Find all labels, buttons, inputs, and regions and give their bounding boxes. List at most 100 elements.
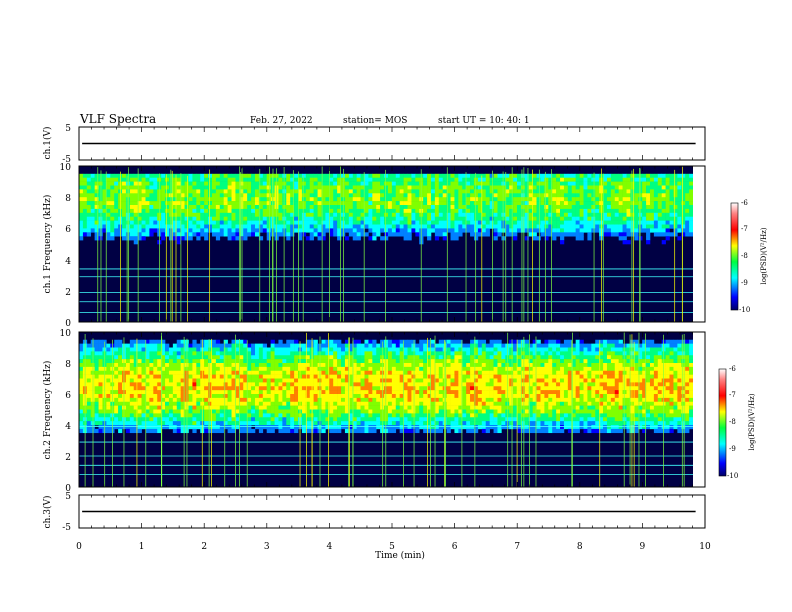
- spectrogram-cell: [622, 216, 627, 221]
- spectrogram-cell: [344, 370, 350, 375]
- spectrogram-cell: [137, 189, 142, 194]
- spectrogram-cell: [188, 228, 193, 233]
- spectrogram-cell: [149, 177, 154, 182]
- spectrogram-cell: [669, 201, 674, 206]
- spectrogram-cell: [419, 413, 424, 418]
- spectrogram-cell: [368, 405, 373, 410]
- spectrogram-cell: [125, 228, 131, 233]
- spectrogram-cell: [184, 181, 189, 186]
- spectrogram-cell: [188, 197, 193, 202]
- spectrogram-cell: [313, 224, 318, 229]
- spectrogram-cell: [86, 193, 92, 198]
- spectrogram-cell: [258, 405, 264, 410]
- spectrogram-cell: [430, 386, 436, 391]
- spectrogram-cell: [509, 216, 514, 221]
- spectrogram-cell: [176, 409, 181, 414]
- spectrogram-cell: [286, 181, 291, 186]
- spectrogram-cell: [223, 212, 228, 217]
- spectrogram-cell: [176, 397, 181, 403]
- spectrogram-cell: [86, 205, 92, 210]
- spectrogram-cell: [274, 386, 279, 391]
- spectrogram-cell: [626, 212, 631, 217]
- spectrogram-cell: [305, 347, 311, 352]
- spectrogram-cell: [610, 177, 616, 182]
- spectrogram-cell: [286, 413, 291, 418]
- spectrogram-cell: [176, 417, 181, 422]
- spectrogram-cell: [337, 363, 342, 368]
- spectrogram-cell: [165, 224, 170, 229]
- spectrogram-cell: [290, 370, 295, 375]
- spectrogram-cell: [125, 366, 131, 372]
- spectrogram-cell: [239, 386, 244, 391]
- spectrogram-cell: [411, 220, 416, 225]
- spectrogram-cell: [689, 212, 694, 217]
- spectrogram-cell: [677, 173, 682, 178]
- spectrogram-cell: [423, 417, 428, 422]
- spectrogram-cell: [630, 193, 635, 198]
- spectrogram-cell: [270, 386, 275, 391]
- spectrogram-cell: [251, 417, 256, 422]
- spectrogram-cell: [407, 382, 412, 387]
- spectrogram-cell: [137, 374, 142, 379]
- spectrogram-cell: [86, 232, 92, 237]
- spectrogram-cell: [168, 366, 174, 372]
- spectrogram-cell: [552, 185, 557, 190]
- spectrogram-cell: [603, 193, 608, 198]
- spectrogram-cell: [294, 177, 299, 182]
- spectrogram-cell: [634, 220, 639, 225]
- spectrogram-cell: [262, 205, 268, 210]
- spectrogram-cell: [364, 208, 369, 214]
- spectrogram-cell: [649, 220, 655, 225]
- spectrogram-cell: [251, 220, 256, 225]
- ch1-cb-tick-m8: -8: [741, 252, 748, 260]
- spectrogram-cell: [470, 212, 475, 217]
- spectrogram-cell: [520, 212, 526, 217]
- spectrogram-cell: [125, 220, 131, 225]
- spectrogram-cell: [473, 220, 479, 225]
- spectrogram-cell: [165, 208, 170, 214]
- spectrogram-cell: [423, 374, 428, 379]
- spectrogram-cell: [505, 189, 510, 194]
- spectrogram-cell: [430, 409, 436, 414]
- spectrogram-cell: [149, 397, 154, 403]
- spectrogram-cell: [548, 173, 553, 178]
- spectrogram-cell: [278, 347, 283, 352]
- spectrogram-cell: [161, 378, 166, 383]
- spectrogram-cell: [387, 232, 393, 237]
- spectrogram-cell: [685, 216, 690, 221]
- spectrogram-cell: [321, 363, 326, 368]
- spectrogram-cell: [497, 232, 502, 237]
- spectrogram-cell: [305, 220, 311, 225]
- spectrogram-cell: [79, 413, 84, 418]
- spectrogram-cell: [622, 240, 627, 245]
- spectrogram-cell: [387, 378, 393, 383]
- spectrogram-cell: [673, 232, 678, 237]
- spectrogram-cell: [333, 409, 338, 414]
- spectrogram-cell: [603, 189, 608, 194]
- spectrogram-cell: [137, 378, 142, 383]
- spectrogram-cell: [329, 181, 334, 186]
- spectrogram-cell: [603, 205, 608, 210]
- spectrogram-cell: [415, 370, 420, 375]
- spectrogram-cell: [430, 205, 436, 210]
- spectrogram-cell: [458, 359, 463, 364]
- spectrogram-cell: [129, 216, 135, 221]
- spectrogram-cell: [321, 390, 326, 395]
- spectrogram-cell: [153, 216, 158, 221]
- spectrogram-cell: [145, 193, 150, 198]
- spectrogram-cell: [341, 359, 346, 364]
- spectrogram-cell: [98, 378, 103, 383]
- spectrogram-cell: [344, 216, 350, 221]
- spectrogram-cell: [145, 343, 150, 348]
- spectrogram-cell: [380, 374, 385, 379]
- spectrogram-cell: [235, 343, 240, 348]
- spectrogram-cell: [286, 173, 291, 178]
- spectrogram-cell: [575, 185, 580, 190]
- spectrogram-cell: [192, 197, 197, 202]
- spectrogram-cell: [517, 193, 522, 198]
- spectrogram-cell: [227, 386, 232, 391]
- spectrogram-cell: [560, 232, 565, 237]
- spectrogram-cell: [626, 228, 631, 233]
- spectrogram-cell: [129, 232, 135, 237]
- spectrogram-cell: [165, 401, 170, 406]
